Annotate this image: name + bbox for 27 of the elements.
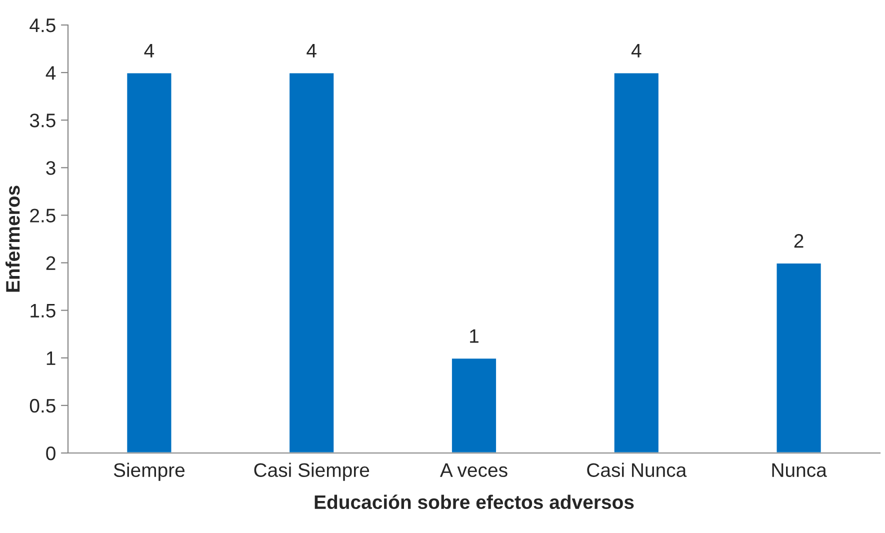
y-tick-label: 0.5 (30, 398, 56, 413)
data-label: 1 (470, 329, 478, 343)
bar (450, 357, 498, 453)
y-tick-label: 2.5 (30, 208, 56, 222)
y-tick-label: 2 (46, 256, 56, 270)
x-tick-label: Nunca (772, 463, 827, 478)
bar (126, 72, 173, 453)
y-axis-title: Enfermeros (5, 186, 20, 292)
y-tick-label: 4.5 (30, 18, 56, 32)
data-label: 4 (306, 44, 316, 58)
data-label: 4 (144, 44, 154, 58)
x-tick-label: Casi Siempre (254, 462, 370, 481)
x-tick-label: Siempre (114, 462, 185, 481)
bar (612, 72, 660, 453)
x-tick-label: Casi Nunca (587, 462, 687, 478)
y-tick-label: 1.5 (30, 304, 56, 318)
bar (775, 262, 822, 453)
y-tick-label: 3 (46, 161, 56, 175)
data-label: 4 (631, 44, 642, 58)
y-tick-label: 1 (46, 352, 56, 365)
x-tick-label: A veces (440, 463, 508, 478)
x-axis-title: Educación sobre efectos adversos (314, 494, 634, 510)
y-tick-label: 4 (46, 66, 56, 80)
data-label: 2 (794, 234, 804, 248)
y-tick-label: 3.5 (30, 114, 56, 128)
bar (288, 72, 336, 453)
y-tick-label: 0 (46, 446, 56, 460)
